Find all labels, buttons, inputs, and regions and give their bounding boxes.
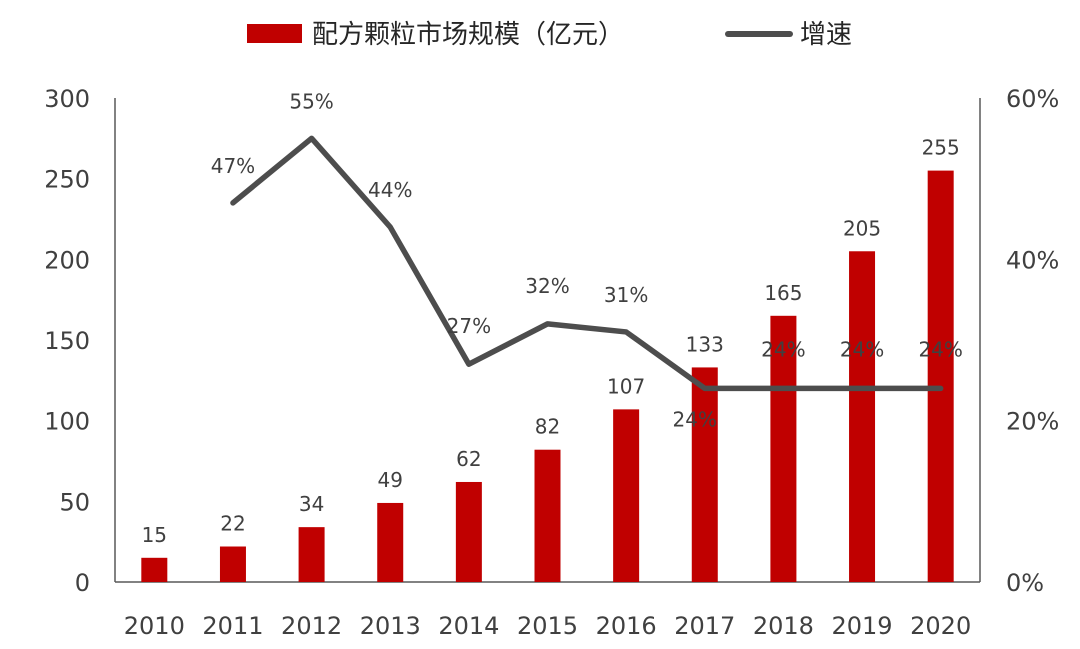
bar-value-label: 62 [456, 447, 481, 471]
y-tick-right-label: 60% [1006, 85, 1059, 113]
bar-value-label: 49 [378, 468, 403, 492]
bar-series [141, 170, 954, 582]
growth-value-label: 32% [525, 274, 569, 298]
x-tick-label: 2020 [910, 612, 971, 640]
y-tick-left-label: 250 [44, 166, 90, 194]
growth-data-labels: 47% 55% 44% 27% 32% 31% 24% 24% 24% 24% [211, 89, 963, 431]
growth-value-label: 31% [604, 283, 648, 307]
y-tick-left-label: 300 [44, 85, 90, 113]
legend-label-line: 增速 [800, 20, 852, 50]
legend-swatch-bar [247, 24, 302, 43]
legend-label-bar: 配方颗粒市场规模（亿元） [312, 20, 624, 50]
x-tick-label: 2017 [674, 612, 735, 640]
bar-value-label: 255 [922, 136, 960, 160]
growth-value-label: 24% [918, 337, 962, 361]
bar-value-label: 34 [299, 492, 324, 516]
y-tick-right-label: 20% [1006, 408, 1059, 436]
growth-value-label: 47% [211, 154, 255, 178]
y-tick-right-label: 0% [1006, 569, 1044, 597]
growth-value-label: 24% [673, 407, 717, 431]
growth-line-series [230, 135, 944, 392]
bar-value-label: 82 [535, 415, 560, 439]
growth-value-label: 24% [840, 337, 884, 361]
bar-data-labels: 15 22 34 49 62 82 107 133 165 205 255 [142, 136, 960, 547]
bar [691, 367, 718, 582]
x-tick-label: 2014 [438, 612, 499, 640]
growth-value-label: 55% [289, 89, 333, 113]
y-tick-right-label: 40% [1006, 246, 1059, 274]
x-axis: 2010 2011 2012 2013 2014 2015 2016 2017 2018 2019… [115, 581, 980, 640]
bar [377, 502, 404, 582]
growth-value-label: 24% [761, 337, 805, 361]
legend: 配方颗粒市场规模（亿元） 增速 [247, 20, 852, 50]
bar-value-label: 133 [686, 332, 724, 356]
x-tick-label: 2010 [124, 612, 185, 640]
bar [613, 409, 640, 582]
bar-value-label: 205 [843, 216, 881, 240]
bar-value-label: 165 [764, 281, 802, 305]
x-tick-label: 2016 [596, 612, 657, 640]
x-tick-label: 2012 [281, 612, 342, 640]
y-tick-left-label: 150 [44, 327, 90, 355]
bar [849, 251, 876, 582]
x-tick-label: 2018 [753, 612, 814, 640]
bar [927, 170, 954, 582]
bar [770, 315, 797, 582]
growth-value-label: 27% [447, 314, 491, 338]
x-tick-label: 2019 [832, 612, 893, 640]
growth-line [230, 135, 944, 392]
bar-value-label: 107 [607, 374, 645, 398]
bar-value-label: 15 [142, 523, 167, 547]
bar [219, 546, 246, 582]
y-axis-left: 0 50 100 150 200 250 300 [44, 85, 116, 597]
bar [141, 557, 168, 582]
x-tick-label: 2015 [517, 612, 578, 640]
bar [534, 449, 561, 582]
y-tick-left-label: 50 [59, 488, 90, 516]
y-tick-left-label: 100 [44, 408, 90, 436]
growth-value-label: 44% [368, 178, 412, 202]
x-tick-label: 2013 [360, 612, 421, 640]
bar [455, 481, 482, 582]
x-tick-label: 2011 [202, 612, 263, 640]
y-tick-left-label: 0 [75, 569, 90, 597]
bar [298, 527, 325, 582]
y-tick-left-label: 200 [44, 246, 90, 274]
y-axis-right: 0% 20% 40% 60% [979, 85, 1059, 597]
bar-value-label: 22 [220, 512, 245, 536]
